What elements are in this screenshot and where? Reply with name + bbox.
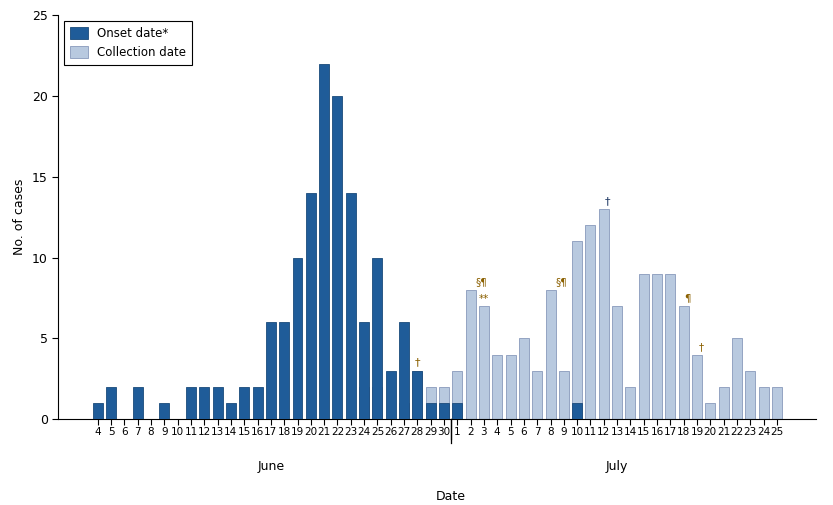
Bar [199,387,209,419]
Bar [372,387,382,419]
Text: †: † [698,342,704,352]
Bar [412,371,422,419]
Bar [226,403,236,419]
Text: †: † [605,196,611,207]
Bar [626,387,636,419]
Text: **: ** [479,293,489,304]
Bar [586,225,596,419]
Bar [426,387,436,419]
Bar [572,241,582,419]
Bar [439,387,449,419]
Bar [332,96,342,419]
Bar [372,258,382,419]
Bar [399,322,409,419]
Bar [666,274,676,419]
Bar [132,387,142,419]
Text: June: June [257,460,284,473]
Bar [439,403,449,419]
Bar [732,338,742,419]
Bar [292,258,302,419]
Bar [692,355,702,419]
Bar [759,387,769,419]
Bar [92,403,102,419]
Bar [212,387,222,419]
Bar [492,355,502,419]
Bar [466,290,476,419]
Bar [106,387,116,419]
Bar [386,371,396,419]
Bar [706,403,716,419]
Bar [559,371,569,419]
Bar [546,290,556,419]
Bar [399,403,409,419]
Text: July: July [606,460,628,473]
Bar [746,371,756,419]
Bar [359,387,369,419]
Bar [239,387,249,419]
Bar [572,403,582,419]
Text: Date: Date [436,490,466,503]
Text: ¶: ¶ [685,293,691,304]
Bar [252,387,262,419]
Y-axis label: No. of cases: No. of cases [13,179,27,256]
Text: §¶: §¶ [556,277,567,287]
Bar [772,387,782,419]
Bar [186,387,196,419]
Bar [266,322,276,419]
Bar [652,274,662,419]
Bar [639,274,649,419]
Bar [519,338,529,419]
Bar [679,306,689,419]
Bar [506,355,516,419]
Bar [452,371,462,419]
Bar [279,322,289,419]
Bar [306,193,316,419]
Bar [599,209,609,419]
Bar [479,306,489,419]
Bar [532,371,542,419]
Bar [426,403,436,419]
Legend: Onset date*, Collection date: Onset date*, Collection date [64,21,192,65]
Bar [452,403,462,419]
Bar [319,64,329,419]
Bar [159,403,169,419]
Bar [346,193,356,419]
Text: §¶: §¶ [476,277,487,287]
Bar [412,371,422,419]
Bar [719,387,729,419]
Bar [359,322,369,419]
Text: †: † [415,358,420,368]
Bar [612,306,622,419]
